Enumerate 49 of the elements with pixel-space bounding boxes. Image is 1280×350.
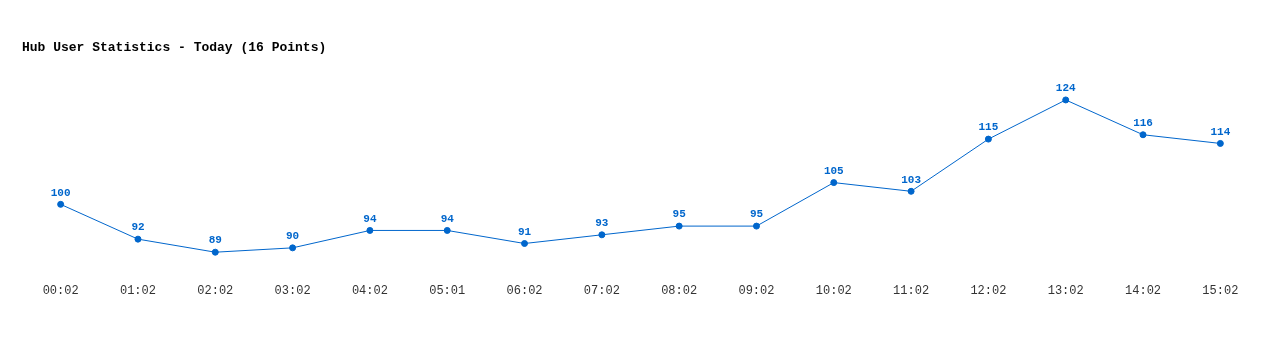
- chart-title: Hub User Statistics - Today (16 Points): [22, 40, 327, 56]
- x-tick-label: 03:02: [274, 283, 311, 298]
- point: [521, 240, 529, 247]
- x-tick-label: 09:02: [738, 283, 775, 298]
- x-tick-label: 13:02: [1047, 283, 1084, 298]
- x-tick-label: 11:02: [893, 283, 930, 298]
- data-label: 91: [517, 225, 532, 238]
- x-tick-label: 12:02: [970, 283, 1007, 298]
- point: [443, 226, 451, 234]
- data-label: 100: [50, 186, 71, 199]
- data-label: 92: [131, 221, 145, 234]
- x-tick-label: 08:02: [661, 283, 698, 298]
- data-label: 95: [749, 208, 764, 221]
- point: [907, 187, 915, 195]
- x-tick-label: 02:02: [197, 283, 234, 298]
- point: [1216, 139, 1224, 147]
- data-label: 94: [363, 212, 377, 225]
- data-label: 103: [901, 173, 922, 186]
- data-label: 115: [978, 121, 999, 134]
- point: [752, 222, 760, 230]
- data-label: 116: [1133, 117, 1153, 130]
- point: [289, 244, 297, 252]
- x-tick-label: 15:02: [1202, 283, 1239, 298]
- x-tick-label: 00:02: [42, 283, 79, 298]
- data-label: 89: [208, 234, 222, 247]
- data-label: 105: [823, 164, 845, 177]
- x-tick-label: 01:02: [119, 283, 156, 298]
- point: [675, 222, 683, 230]
- data-label: 93: [595, 217, 609, 230]
- x-tick-label: 05:01: [429, 283, 466, 298]
- x-tick-label: 10:02: [815, 283, 852, 298]
- point: [984, 135, 992, 143]
- point: [211, 248, 219, 256]
- data-label: 90: [285, 230, 300, 243]
- point: [598, 231, 606, 239]
- data-label: 114: [1210, 125, 1231, 138]
- point: [830, 179, 838, 187]
- point: [1139, 131, 1147, 139]
- data-label: 95: [672, 208, 687, 221]
- data-label: 124: [1055, 82, 1077, 95]
- point: [366, 226, 374, 234]
- point: [57, 200, 65, 208]
- x-tick-label: 07:02: [583, 283, 620, 298]
- point: [1062, 96, 1070, 104]
- x-tick-label: 04:02: [351, 283, 388, 298]
- x-tick-label: 14:02: [1125, 283, 1162, 298]
- data-label: 94: [440, 212, 455, 225]
- x-tick-label: 06:02: [506, 283, 543, 298]
- point: [134, 235, 142, 243]
